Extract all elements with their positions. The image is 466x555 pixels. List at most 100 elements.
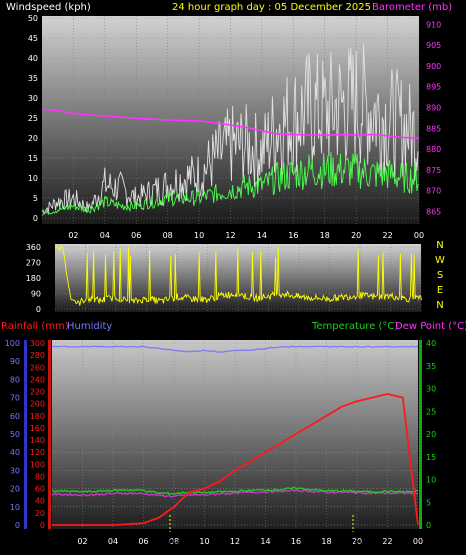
rainfall-tick-label: 300 <box>30 339 45 348</box>
temperature-tick-label: 0 <box>426 521 431 530</box>
graph-title: 24 hour graph day : 05 December 2025 <box>172 2 371 13</box>
rainfall-tick-label: 40 <box>35 497 45 506</box>
humidity-tick-label: 60 <box>10 412 20 421</box>
x-tick-label: 02 <box>68 231 78 240</box>
wind-direction-series <box>54 246 423 306</box>
y-tick-label: 15 <box>28 154 38 163</box>
direction-tick-label: 180 <box>26 274 41 283</box>
temperature-tick-label: 5 <box>426 498 431 507</box>
compass-label: E <box>437 285 443 296</box>
x-tick-label: 10 <box>199 537 209 546</box>
temperature-axis-label: Temperature (°C) <box>311 321 398 332</box>
x-tick-label: 16 <box>288 231 298 240</box>
rainfall-tick-label: 140 <box>30 436 45 445</box>
rainfall-tick-label: 20 <box>35 509 45 518</box>
temperature-tick-label: 40 <box>426 339 436 348</box>
direction-tick-label: 360 <box>26 243 41 252</box>
x-tick-label: 04 <box>100 231 110 240</box>
rainfall-tick-label: 240 <box>30 375 45 384</box>
rainfall-tick-label: 60 <box>35 485 45 494</box>
humidity-tick-label: 0 <box>15 521 20 530</box>
y-tick-label: 40 <box>28 54 38 63</box>
dewpoint-axis-label: Dew Point (°C) <box>395 321 466 332</box>
x-tick-label: 14 <box>260 537 270 546</box>
direction-tick-label: 270 <box>26 259 41 268</box>
dewpoint-series <box>52 488 419 498</box>
temperature-tick-label: 35 <box>426 362 436 371</box>
y-tick-label: 0 <box>33 214 38 223</box>
x-tick-label: 12 <box>225 231 235 240</box>
y-tick-label: 30 <box>28 94 38 103</box>
rainfall-tick-label: 180 <box>30 412 45 421</box>
rainfall-tick-label: 220 <box>30 388 45 397</box>
rainfall-axis-bar <box>48 340 51 529</box>
barometer-tick-label: 910 <box>426 20 441 29</box>
temperature-tick-label: 20 <box>426 430 436 439</box>
barometer-tick-label: 870 <box>426 187 441 196</box>
barometer-tick-label: 875 <box>426 166 441 175</box>
temperature-tick-label: 15 <box>426 453 436 462</box>
rainfall-tick-label: 280 <box>30 351 45 360</box>
x-tick-label: 22 <box>382 537 392 546</box>
x-tick-label: 20 <box>351 231 361 240</box>
rainfall-tick-label: 200 <box>30 400 45 409</box>
rainfall-tick-label: 160 <box>30 424 45 433</box>
rainfall-series <box>52 393 419 526</box>
temperature-tick-label: 30 <box>426 385 436 394</box>
x-tick-label: 20 <box>352 537 362 546</box>
direction-tick-label: 0 <box>36 305 41 314</box>
x-tick-label: 10 <box>194 231 204 240</box>
plot-background <box>42 16 419 224</box>
x-tick-label: 00 <box>413 537 423 546</box>
x-tick-label: 08 <box>163 231 173 240</box>
barometer-tick-label: 880 <box>426 145 441 154</box>
barometer-tick-label: 885 <box>426 124 441 133</box>
rainfall-tick-label: 260 <box>30 363 45 372</box>
y-tick-label: 50 <box>28 14 38 23</box>
y-tick-label: 5 <box>33 194 38 203</box>
humidity-series <box>51 345 419 353</box>
x-tick-label: 22 <box>382 231 392 240</box>
wind-barometer-panel: 0 5 10 15 20 25 30 35 40 45 50 865 870 875 880 885 890 8… <box>28 14 441 240</box>
x-tick-label: 08 <box>169 537 179 546</box>
temperature-tick-label: 10 <box>426 476 436 485</box>
x-tick-label: 12 <box>230 537 240 546</box>
humidity-tick-label: 50 <box>10 430 20 439</box>
rainfall-axis-label: Rainfall (mm) <box>1 321 69 332</box>
compass-label: N <box>436 300 443 311</box>
rainfall-tick-label: 100 <box>30 460 45 469</box>
x-tick-label: 18 <box>321 537 331 546</box>
rainfall-tick-label: 80 <box>35 472 45 481</box>
humidity-tick-label: 70 <box>10 394 20 403</box>
humidity-tick-label: 10 <box>10 503 20 512</box>
barometer-series <box>41 108 420 140</box>
windspeed-axis-label: Windspeed (kph) <box>6 2 91 13</box>
windspeed-series <box>41 43 419 215</box>
x-tick-label: 06 <box>138 537 148 546</box>
y-tick-label: 25 <box>28 114 38 123</box>
barometer-tick-label: 905 <box>426 41 441 50</box>
humidity-tick-label: 90 <box>10 357 20 366</box>
x-tick-label: 14 <box>257 231 267 240</box>
x-tick-label: 18 <box>320 231 330 240</box>
barometer-tick-label: 900 <box>426 62 441 71</box>
y-tick-label: 10 <box>28 174 38 183</box>
rainfall-tick-label: 0 <box>40 521 45 530</box>
plot-background <box>52 340 418 529</box>
barometer-axis-label: Barometer (mb) <box>372 2 452 13</box>
x-tick-label: 06 <box>131 231 141 240</box>
temperature-series <box>51 486 418 496</box>
compass-label: S <box>437 270 443 281</box>
sunset-label: Sunset <box>340 538 371 548</box>
x-tick-label: 00 <box>414 231 424 240</box>
compass-label: W <box>435 255 445 266</box>
direction-tick-label: 90 <box>31 290 41 299</box>
temperature-tick-label: 25 <box>426 407 436 416</box>
humidity-axis-bar <box>24 340 27 529</box>
humidity-tick-label: 100 <box>5 339 20 348</box>
average-wind-series <box>41 151 419 216</box>
humidity-tick-label: 40 <box>10 448 20 457</box>
